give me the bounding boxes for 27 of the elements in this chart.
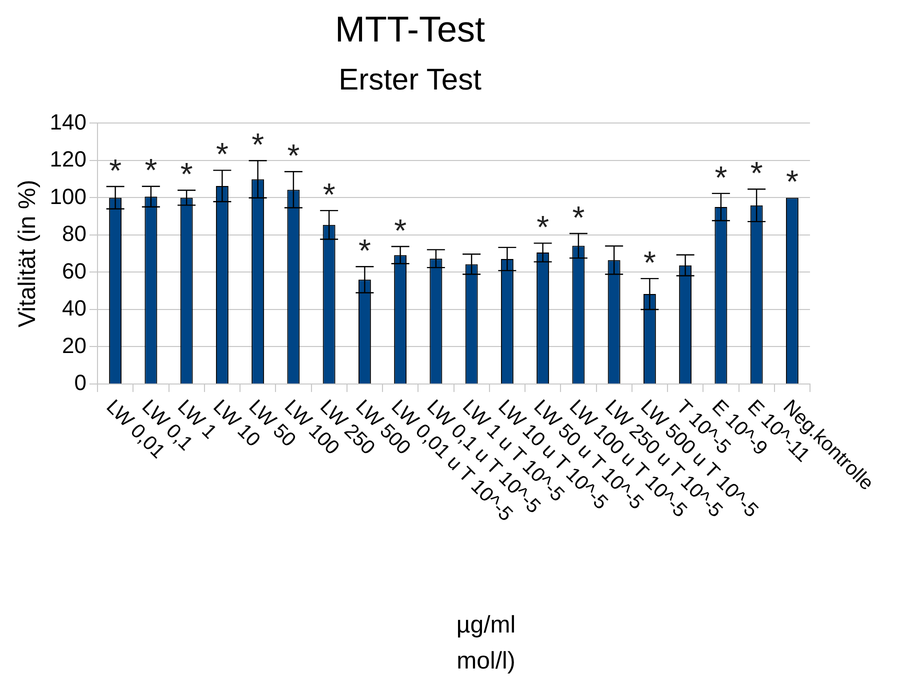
annotation: * [109,152,122,188]
annotation: * [643,244,656,280]
y-tick-label: 40 [62,296,87,321]
annotation: * [144,152,158,188]
annotation: * [714,159,728,196]
y-tick-label: 20 [62,332,87,358]
annotation: * [287,137,300,174]
y-tick-label: 60 [62,258,87,284]
y-tick-label: 80 [62,221,87,246]
annotation: * [750,154,763,191]
annotation: * [786,164,798,200]
chart-title: MTT-Test [335,8,485,50]
annotation: * [572,199,585,236]
y-tick-label: 120 [50,146,87,172]
annotation: * [216,136,228,172]
x-axis-title: µg/ml mol/l) [456,612,516,675]
y-tick-label: 100 [50,184,87,209]
y-tick-label: 0 [74,370,87,396]
y-tick-label: 140 [50,109,87,134]
chart-subtitle: Erster Test [338,63,482,96]
annotation: * [180,156,193,192]
y-axis-title: Vitalität (in %) [14,180,42,328]
annotation: * [322,176,336,212]
annotation: * [358,232,371,268]
annotation: * [394,212,407,248]
annotation: * [252,126,264,162]
annotation: * [536,208,550,245]
